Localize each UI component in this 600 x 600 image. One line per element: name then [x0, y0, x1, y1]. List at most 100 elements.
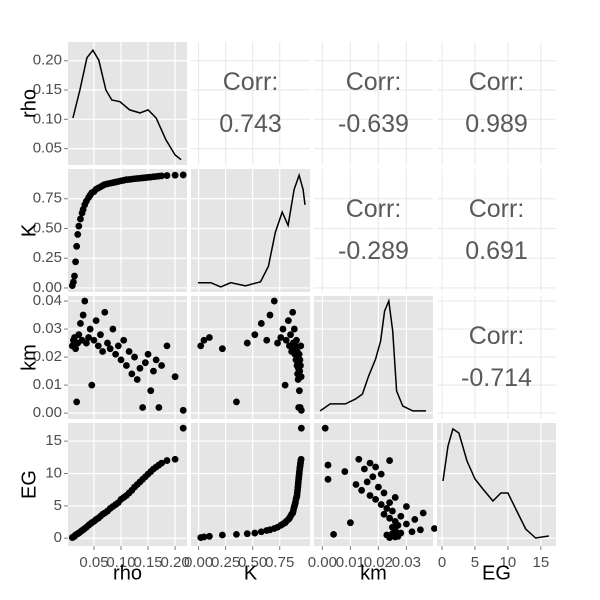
y-axis-title: rho [18, 89, 40, 118]
scatter-point [270, 297, 278, 305]
scatter-point [144, 350, 152, 358]
y-tick-label: 5 [54, 497, 62, 514]
scatter-point [86, 325, 94, 333]
density-line [197, 172, 306, 288]
scatter-point [290, 325, 298, 333]
y-tick-label: 0 [54, 529, 62, 546]
scatter-point [391, 494, 399, 501]
scatter-point [101, 308, 109, 316]
y-tick-label: 0.00 [33, 279, 62, 296]
scatter-point [114, 342, 122, 350]
scatter-point [233, 530, 240, 538]
panel [437, 423, 556, 546]
x-axis-title: EG [482, 562, 511, 584]
panel [191, 42, 310, 165]
y-tick-label: 0.03 [33, 320, 62, 337]
scatter-point [120, 336, 128, 344]
y-tick-label: 0.15 [33, 81, 62, 98]
scatter-point [263, 336, 271, 344]
corr-label: Corr: [223, 68, 279, 96]
scatter-point [380, 510, 388, 518]
panel [314, 423, 433, 546]
scatter-point [99, 348, 107, 355]
scatter-point [352, 481, 360, 488]
corr-value: 0.691 [465, 237, 528, 265]
scatter-point [297, 455, 305, 463]
scatter-point [205, 532, 213, 540]
scatter-point [383, 531, 391, 539]
scatter-point [97, 331, 104, 339]
scatter-point [117, 356, 125, 364]
corr-value: -0.289 [338, 237, 409, 265]
scatter-point [282, 336, 290, 344]
scatter-point [296, 367, 304, 375]
scatter-point [158, 172, 165, 180]
scatter-point [397, 512, 405, 520]
corr-label: Corr: [469, 68, 525, 96]
scatter-point [179, 424, 187, 432]
scatter-point [295, 387, 303, 395]
x-tick-label: 0.00 [184, 554, 213, 571]
y-tick-label: 0.00 [33, 404, 62, 421]
panel [191, 169, 310, 292]
x-tick-label: 5 [471, 554, 479, 571]
corr-value: -0.714 [461, 364, 532, 392]
scatter-point [218, 531, 226, 539]
x-tick-label: 0.50 [238, 554, 267, 571]
scatter-point [131, 353, 138, 361]
corr-value: -0.639 [338, 110, 409, 138]
y-tick-label: 15 [45, 432, 62, 449]
scatter-point [139, 404, 147, 411]
panel [314, 42, 433, 165]
scatter-point [92, 317, 100, 325]
scatter-point [366, 459, 374, 467]
panel [314, 169, 433, 292]
x-tick-label: 0.02 [364, 554, 393, 571]
x-axis-title: rho [113, 562, 142, 584]
scatter-point [141, 359, 149, 367]
scatter-point [77, 215, 84, 223]
scatter-point [341, 468, 349, 475]
scatter-point [383, 505, 391, 512]
panel [437, 169, 556, 292]
x-tick-label: 15 [533, 554, 550, 571]
scatter-point [266, 311, 274, 319]
corr-label: Corr: [346, 195, 402, 223]
scatter-point [391, 518, 399, 525]
scatter-point [158, 459, 165, 467]
scatter-point [363, 478, 371, 486]
x-axis-title: K [244, 562, 258, 584]
scatter-point [125, 348, 133, 355]
scatter-point [243, 339, 251, 347]
scatter-point [289, 308, 297, 316]
scatter-point [75, 331, 83, 339]
scatter-point [386, 457, 393, 464]
y-tick-label: 0.10 [33, 110, 62, 127]
scatter-point [324, 475, 332, 483]
scatter-point [386, 499, 393, 507]
panel [191, 423, 310, 546]
y-tick-label: 0.05 [33, 140, 62, 157]
scatter-point [380, 489, 388, 497]
density-line [319, 298, 426, 412]
corr-value: 0.743 [219, 110, 282, 138]
scatter-point [128, 370, 136, 378]
scatter-point [73, 398, 81, 406]
scatter-point [179, 406, 187, 414]
y-axis-title: km [18, 344, 40, 371]
corr-value: 0.989 [465, 110, 528, 138]
x-axis-title: km [360, 562, 387, 584]
scatter-point [297, 362, 304, 369]
panel [437, 42, 556, 165]
scatter-point [200, 533, 208, 541]
scatter-point [321, 424, 329, 432]
scatter-point [431, 525, 438, 532]
scatter-point [74, 231, 82, 238]
scatter-point [150, 367, 157, 375]
scatter-point [279, 325, 287, 333]
scatter-point [90, 336, 98, 344]
scatter-point [287, 331, 294, 339]
scatter-point [389, 523, 396, 531]
